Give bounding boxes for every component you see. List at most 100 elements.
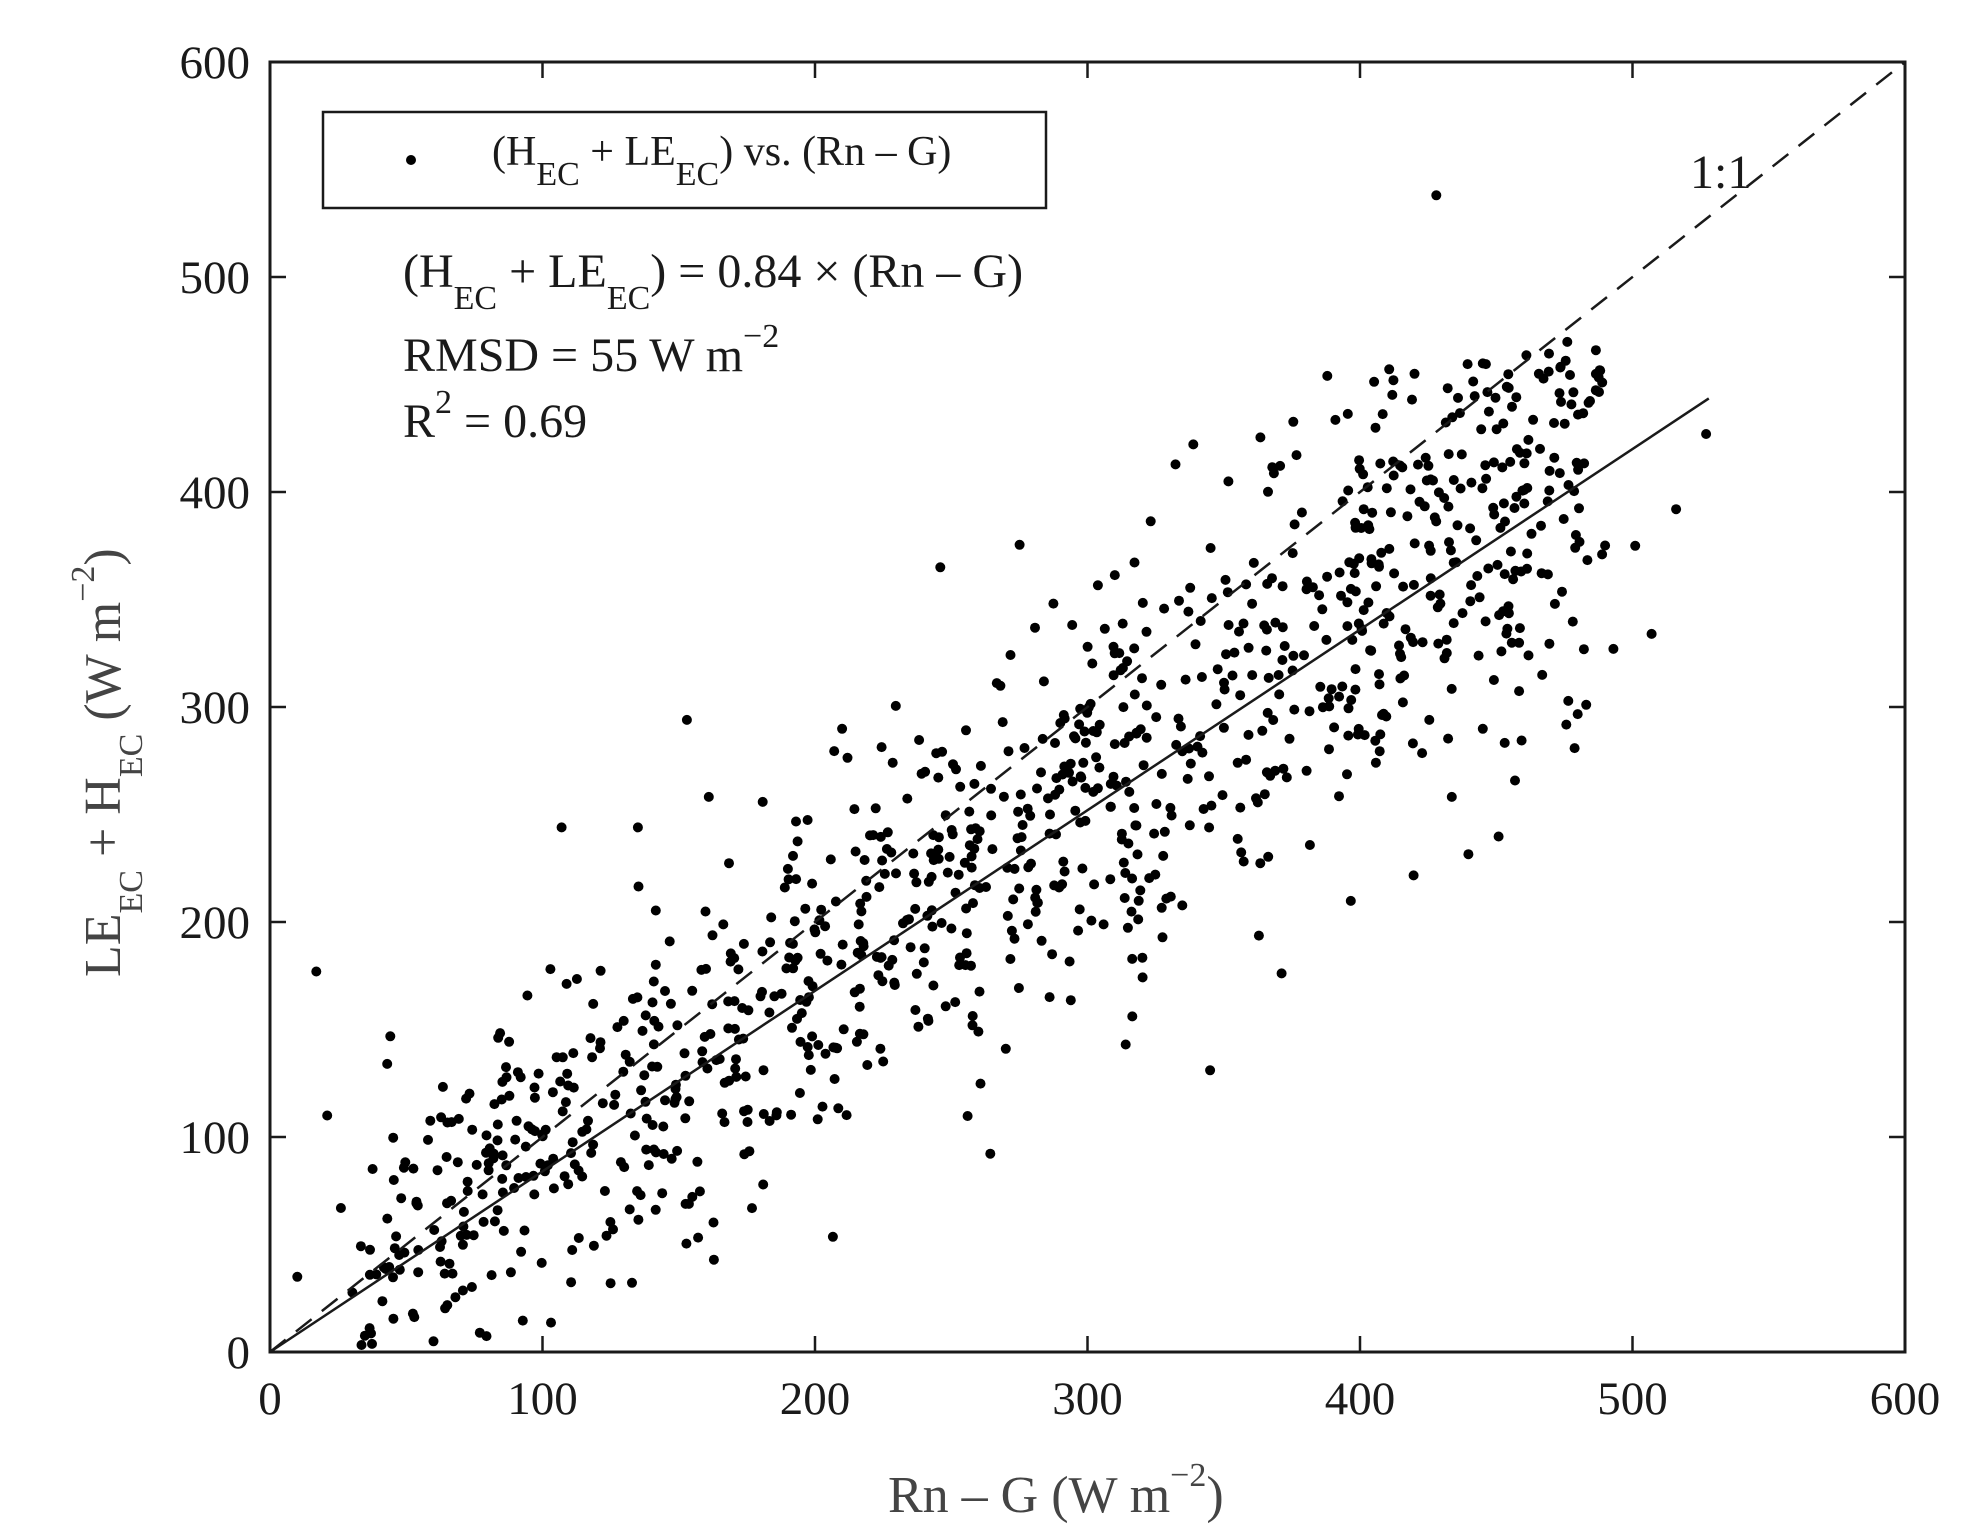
data-point — [1443, 501, 1454, 512]
data-point — [1065, 758, 1076, 769]
data-point — [1558, 514, 1569, 524]
data-point — [1511, 444, 1522, 455]
data-point — [1006, 925, 1017, 936]
data-point — [498, 1225, 509, 1236]
data-point — [1448, 618, 1459, 629]
data-point — [1185, 582, 1196, 593]
data-point — [1031, 884, 1042, 895]
data-point — [1241, 579, 1252, 590]
data-point — [1600, 540, 1611, 551]
data-point — [1384, 543, 1395, 554]
data-point — [1505, 456, 1516, 467]
data-point — [618, 1015, 629, 1026]
data-point — [629, 1130, 640, 1141]
data-point — [955, 781, 966, 792]
data-point — [702, 1063, 713, 1074]
data-point — [1182, 773, 1193, 784]
data-point — [940, 1001, 951, 1012]
data-point — [1086, 915, 1097, 926]
data-point — [842, 752, 853, 763]
data-point — [1119, 738, 1130, 748]
data-point — [1565, 370, 1575, 380]
data-point — [1170, 459, 1181, 470]
data-point — [1345, 583, 1356, 594]
data-point — [648, 1039, 659, 1050]
data-point — [987, 844, 998, 855]
data-point — [1544, 348, 1554, 359]
data-point — [1342, 769, 1352, 780]
data-point — [787, 1022, 797, 1033]
data-point — [861, 891, 872, 902]
data-point — [1073, 925, 1084, 936]
data-point — [1519, 498, 1530, 509]
legend-marker — [406, 155, 416, 165]
data-point — [513, 1173, 524, 1183]
data-point — [966, 851, 977, 862]
data-point — [747, 1203, 757, 1214]
data-point — [1381, 711, 1392, 722]
data-point — [1337, 681, 1348, 692]
data-point — [862, 1060, 873, 1070]
data-point — [1091, 752, 1102, 763]
data-point — [729, 996, 740, 1007]
data-point — [1315, 681, 1326, 692]
data-point — [923, 1015, 934, 1026]
data-point — [1488, 675, 1499, 685]
data-point — [1218, 722, 1229, 733]
data-point — [1156, 902, 1167, 913]
data-point — [909, 868, 920, 879]
data-point — [497, 1173, 508, 1184]
data-point — [1431, 190, 1442, 201]
data-point — [364, 1323, 375, 1334]
data-point — [1468, 376, 1479, 387]
data-point — [1521, 350, 1532, 361]
data-point — [1554, 388, 1565, 399]
data-point — [910, 903, 921, 914]
data-point — [950, 997, 961, 1008]
data-point — [1493, 831, 1504, 842]
data-point — [437, 1081, 448, 1092]
data-point — [423, 1134, 433, 1145]
data-point — [1043, 793, 1053, 804]
data-point — [1582, 555, 1593, 566]
r-squared-annotation: R2 = 0.69 — [403, 384, 587, 448]
data-point — [1048, 598, 1059, 609]
data-point — [974, 986, 985, 997]
data-point — [1490, 392, 1501, 403]
data-point — [946, 923, 957, 934]
data-point — [816, 904, 827, 915]
data-point — [657, 1188, 668, 1199]
data-point — [1354, 553, 1365, 564]
data-point — [1342, 597, 1353, 608]
data-point — [1058, 710, 1069, 720]
data-point — [1562, 336, 1573, 347]
data-point — [1127, 1011, 1138, 1022]
data-point — [1578, 644, 1589, 655]
x-tick-label: 100 — [507, 1373, 578, 1425]
data-point — [1477, 483, 1488, 494]
data-point — [385, 1031, 396, 1042]
data-point — [1363, 597, 1374, 608]
data-point — [911, 877, 922, 888]
data-point — [381, 1264, 391, 1275]
data-point — [1342, 408, 1353, 419]
data-point — [1516, 566, 1527, 577]
data-point — [1423, 460, 1434, 471]
data-point — [1156, 768, 1167, 779]
data-point — [1571, 457, 1582, 468]
data-point — [1138, 760, 1149, 771]
data-point — [1196, 672, 1207, 682]
data-point — [1321, 634, 1332, 645]
data-point — [1420, 452, 1431, 463]
data-point — [597, 1098, 608, 1109]
data-point — [1022, 919, 1033, 930]
data-point — [1141, 700, 1152, 711]
data-point — [530, 1126, 540, 1137]
data-point — [1419, 501, 1430, 512]
data-point — [933, 853, 944, 864]
data-point — [292, 1271, 303, 1282]
data-point — [1456, 449, 1467, 460]
data-point — [650, 959, 661, 970]
data-point — [1088, 786, 1099, 797]
data-point — [1151, 799, 1162, 809]
